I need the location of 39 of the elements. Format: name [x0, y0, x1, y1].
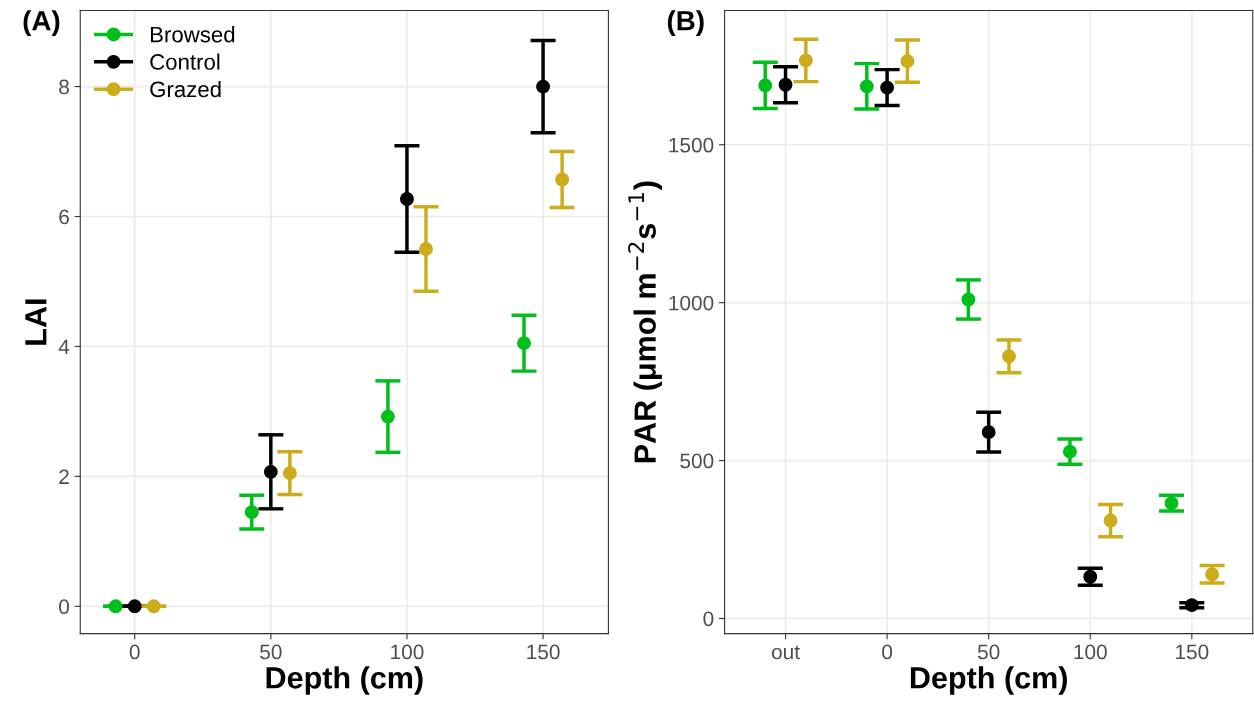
point — [555, 172, 570, 187]
x-axis-title: Depth (cm) — [266, 666, 423, 695]
x-tick-label: 0 — [882, 644, 893, 660]
y-tick-label: 0 — [703, 611, 714, 627]
point — [127, 599, 142, 614]
point — [282, 466, 297, 481]
x-axis-title: Depth (cm) — [910, 666, 1067, 695]
legend-label: Grazed — [150, 80, 221, 98]
point — [108, 599, 123, 614]
point — [517, 336, 531, 351]
legend-label: Control — [150, 53, 220, 70]
x-tick-label: 150 — [527, 644, 560, 660]
y-tick-label: 4 — [58, 339, 70, 354]
point — [146, 599, 161, 614]
legend-label: Browsed — [150, 26, 235, 43]
point — [263, 464, 278, 479]
point — [536, 79, 551, 94]
y-tick-label: 8 — [59, 79, 69, 95]
y-tick-label: 1000 — [669, 295, 714, 311]
chart-title: (A) — [23, 10, 60, 37]
x-tick-label: out — [771, 645, 800, 660]
x-tick-label: 0 — [129, 644, 140, 660]
x-tick-label: 100 — [391, 644, 424, 660]
y-tick-label: 0 — [59, 599, 70, 615]
y-tick-label: 6 — [59, 209, 69, 225]
point — [419, 242, 433, 256]
point — [244, 505, 259, 520]
point — [400, 192, 414, 206]
y-tick-label: 1500 — [669, 137, 714, 153]
x-tick-label: 50 — [260, 644, 282, 660]
chart-title: (B) — [667, 10, 704, 37]
y-tick-label: 2 — [59, 469, 69, 484]
point — [380, 409, 395, 424]
y-tick-label: 500 — [680, 453, 714, 469]
y-axis-title: LAI — [25, 299, 47, 345]
x-tick-label: 100 — [1074, 644, 1107, 660]
x-tick-label: 150 — [1176, 644, 1209, 660]
x-tick-label: 50 — [977, 644, 1000, 660]
y-axis-title: PAR (μmol m$^{−2}$s$^{−1}$) — [628, 181, 662, 463]
